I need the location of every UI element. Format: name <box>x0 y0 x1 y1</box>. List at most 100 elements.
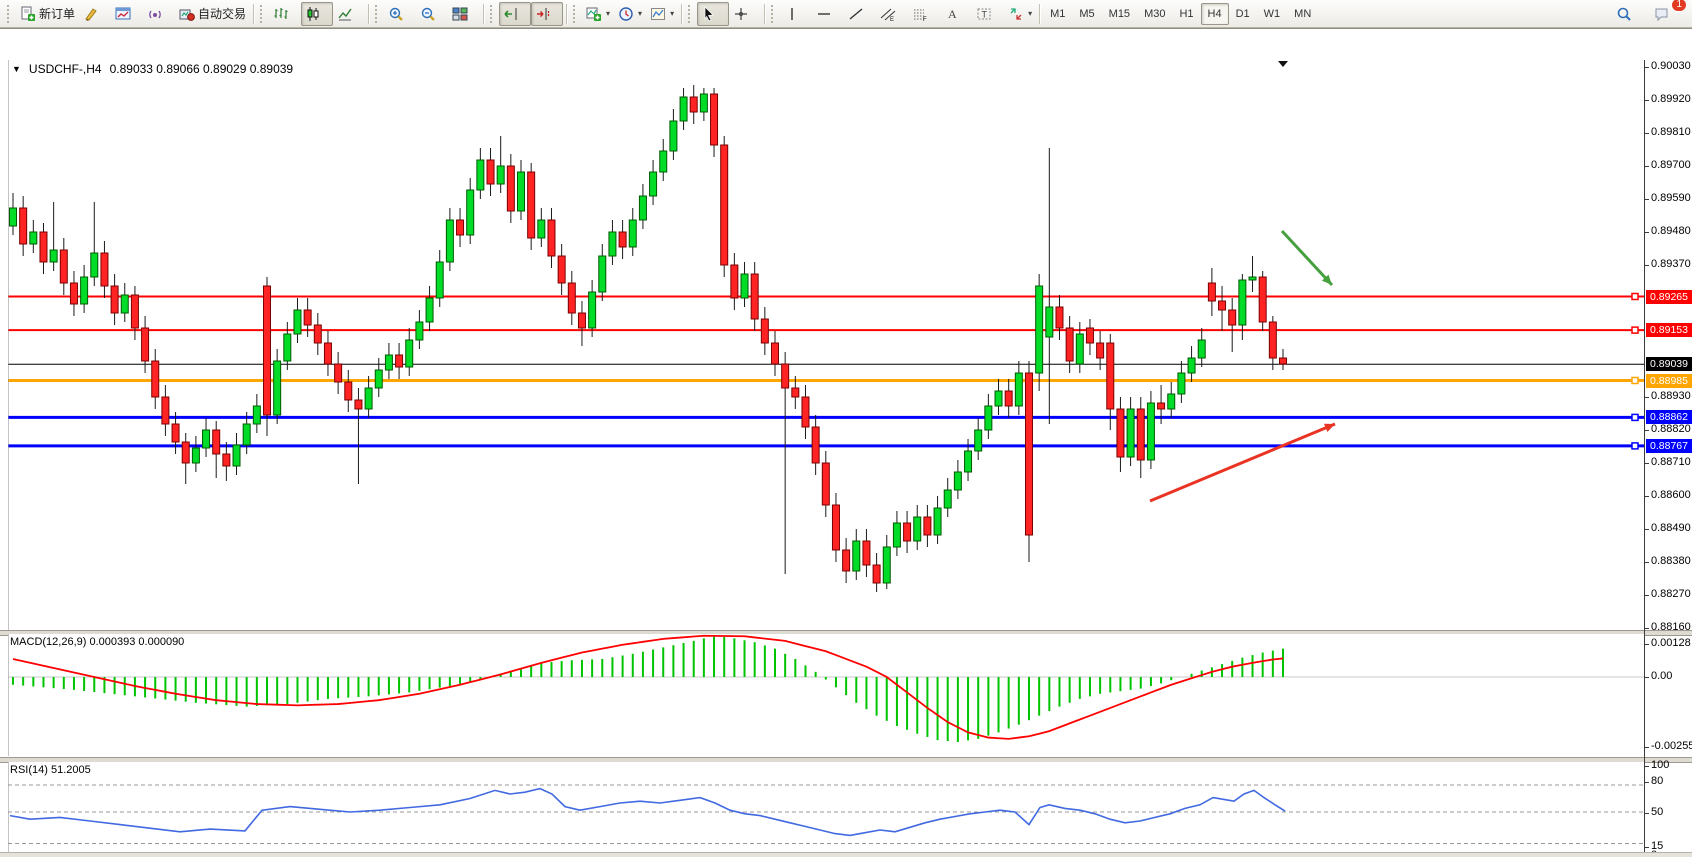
candle <box>1218 300 1227 311</box>
axis-tick <box>1645 496 1649 497</box>
scroll-to-end-button[interactable] <box>499 1 532 26</box>
notifications-button[interactable]: 1 <box>1650 0 1687 26</box>
toolbar-grip <box>688 4 694 23</box>
axis-tick <box>1645 100 1649 101</box>
cursor-tool[interactable] <box>697 1 730 26</box>
axis-tick <box>1645 766 1649 767</box>
candle <box>202 429 211 449</box>
chevron-down-icon[interactable]: ▾ <box>670 9 675 18</box>
indicators-button[interactable]: ▾ <box>582 2 614 26</box>
candles-icon <box>305 6 321 22</box>
price-axis-label: 0.89920 <box>1651 93 1691 105</box>
equidistant-channel-tool[interactable]: E <box>876 2 908 26</box>
bar-chart-button[interactable] <box>269 2 301 26</box>
channel-icon: E <box>880 6 896 22</box>
chart-window[interactable]: ▼ USDCHF-,H4 0.89033 0.89066 0.89029 0.8… <box>0 28 1692 857</box>
chart-ohlc-values: 0.89033 0.89066 0.89029 0.89039 <box>109 62 294 76</box>
candle <box>252 405 261 425</box>
toolbar-separator <box>483 3 485 24</box>
timeframe-h1[interactable]: H1 <box>1179 7 1194 20</box>
candle <box>1065 327 1074 362</box>
rsi-indicator-panel[interactable] <box>8 762 1644 857</box>
timeframe-m30[interactable]: M30 <box>1144 7 1166 20</box>
trendline-tool[interactable] <box>844 2 876 26</box>
timeframe-m5[interactable]: M5 <box>1079 7 1095 20</box>
candle <box>1075 333 1084 365</box>
axis-tick <box>1645 397 1649 398</box>
candle <box>1207 282 1216 302</box>
chat-icon <box>1654 6 1670 22</box>
chevron-down-icon[interactable]: ▾ <box>1028 9 1033 18</box>
price-tag: 0.88862 <box>1646 410 1692 425</box>
candle <box>679 96 688 122</box>
candlestick-chart-button[interactable] <box>301 1 334 26</box>
candle <box>1136 408 1145 461</box>
candle <box>1146 402 1155 461</box>
candle <box>588 291 597 329</box>
candle <box>771 342 779 365</box>
tile-windows-button[interactable] <box>448 2 480 26</box>
candle <box>791 387 800 398</box>
new-chart-button[interactable] <box>111 2 143 26</box>
macd-indicator-panel[interactable] <box>8 634 1644 756</box>
chevron-down-icon[interactable]: ▾ <box>638 9 643 18</box>
candle <box>1004 390 1013 407</box>
chevron-down-icon[interactable]: ▾ <box>606 9 611 18</box>
text-label-tool[interactable]: T <box>972 2 1004 26</box>
candle <box>903 522 912 542</box>
zoom-out-button[interactable] <box>416 2 448 26</box>
horizontal-line-tool[interactable] <box>812 2 844 26</box>
timeframe-m15[interactable]: M15 <box>1108 7 1131 20</box>
candle <box>527 171 536 239</box>
periods-button[interactable]: ▾ <box>614 2 646 26</box>
level-line-handle <box>1631 326 1639 334</box>
main-price-chart[interactable] <box>8 60 1644 630</box>
price-axis-label: 0.89810 <box>1651 126 1691 138</box>
line-chart-button[interactable] <box>333 2 365 26</box>
chart-window-icon <box>115 6 131 22</box>
timeframe-h4[interactable]: H4 <box>1200 2 1229 25</box>
candle <box>740 273 749 299</box>
search-button[interactable] <box>1612 2 1644 26</box>
candle <box>699 93 708 113</box>
timeframe-d1[interactable]: D1 <box>1235 7 1250 20</box>
timeframe-w1[interactable]: W1 <box>1263 7 1281 20</box>
axis-tick <box>1645 133 1649 134</box>
svg-text:T: T <box>982 9 988 19</box>
price-axis-label: 0.89700 <box>1651 159 1691 171</box>
shift-end-icon <box>503 6 519 22</box>
candle <box>303 309 312 326</box>
vertical-line-tool[interactable] <box>780 2 812 26</box>
candle <box>913 516 922 542</box>
timeframe-mn[interactable]: MN <box>1294 7 1312 20</box>
shift-chart-icon <box>535 6 551 22</box>
new-order-button[interactable]: 新订单 <box>16 2 79 26</box>
chart-shift-marker <box>1278 61 1288 67</box>
marker-button[interactable] <box>79 2 111 26</box>
price-axis-label: 0.90030 <box>1651 60 1691 72</box>
macd-label: MACD(12,26,9) 0.000393 0.000090 <box>10 636 185 648</box>
price-axis-label: 0.88270 <box>1651 588 1691 600</box>
axis-tick <box>1645 747 1649 748</box>
level-line-handle <box>1631 376 1639 385</box>
cursor-icon <box>701 5 717 22</box>
fibonacci-tool[interactable]: F <box>908 2 940 26</box>
zoom-in-button[interactable] <box>384 2 416 26</box>
crosshair-tool[interactable] <box>729 2 761 26</box>
candle <box>842 549 851 572</box>
text-tool[interactable]: A <box>940 2 972 26</box>
svg-text:F: F <box>923 17 927 22</box>
autotrade-button[interactable]: 自动交易 <box>175 2 250 26</box>
arrows-tool[interactable]: ▾ <box>1004 2 1036 26</box>
candle <box>984 405 993 431</box>
candle <box>892 522 901 548</box>
candle <box>547 219 556 257</box>
chart-menu-icon[interactable]: ▼ <box>12 64 21 74</box>
candle <box>49 249 58 263</box>
candle <box>90 252 99 278</box>
signals-button[interactable] <box>143 2 175 26</box>
timeframe-m1[interactable]: M1 <box>1050 7 1066 20</box>
templates-button[interactable]: ▾ <box>646 2 678 26</box>
chart-shift-button[interactable] <box>531 1 564 26</box>
